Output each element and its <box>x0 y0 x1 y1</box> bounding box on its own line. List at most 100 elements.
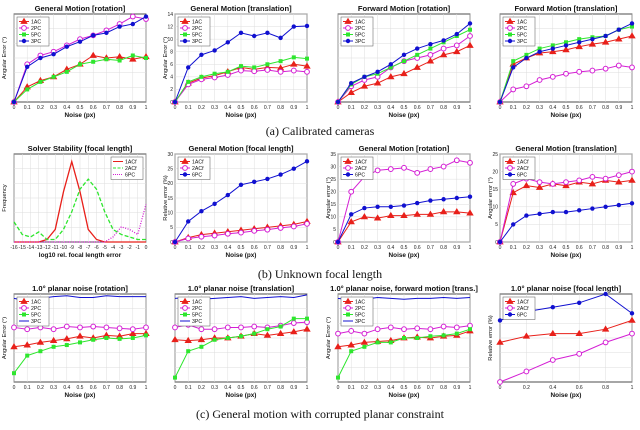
data-point <box>211 326 218 333</box>
x-tick-label: 0.4 <box>63 385 70 391</box>
x-tick-label: 0.9 <box>453 105 460 111</box>
x-axis-label: Noise (px) <box>551 112 582 119</box>
legend-label: 6PC <box>517 172 527 178</box>
x-tick-label: 0 <box>174 245 177 251</box>
data-point <box>238 324 244 331</box>
data-point <box>630 24 634 29</box>
data-point <box>303 62 311 69</box>
data-point <box>144 56 148 60</box>
legend-marker <box>183 312 187 317</box>
data-point <box>497 318 503 323</box>
y-axis-label: Relative error (%) <box>163 175 169 220</box>
x-tick-label: 0.2 <box>198 105 205 111</box>
data-point <box>628 316 636 323</box>
legend-label: 1AC <box>31 19 41 25</box>
y-axis-label: Angular error (°) <box>326 177 332 219</box>
x-tick-label: 1 <box>631 105 634 111</box>
x-tick-label: 0.8 <box>440 385 447 391</box>
x-tick-label: 0.3 <box>536 245 543 251</box>
y-tick-label: 15 <box>167 196 173 202</box>
data-point <box>523 83 530 90</box>
x-axis-label: Noise (px) <box>551 252 582 259</box>
x-tick-label: 0.3 <box>211 245 218 251</box>
legend-label: 5PC <box>31 32 41 38</box>
x-axis-label: Noise (px) <box>65 112 96 119</box>
legend-label: 2ACf <box>192 166 204 172</box>
data-point <box>360 82 369 89</box>
data-point <box>616 202 621 208</box>
data-point <box>277 225 284 231</box>
data-point <box>468 27 472 32</box>
data-point <box>537 211 542 217</box>
x-tick-label: 0.7 <box>264 385 271 391</box>
x-tick-label: 0.9 <box>290 385 297 391</box>
x-tick-label: 0.1 <box>510 245 517 251</box>
data-point <box>589 67 596 74</box>
data-point <box>400 211 408 218</box>
data-point <box>173 375 177 380</box>
data-point <box>25 353 30 358</box>
x-tick-label: 0 <box>174 385 177 391</box>
x-tick-label: 0.5 <box>401 105 408 111</box>
data-point <box>347 218 355 225</box>
y-axis-label: Angular Error (°) <box>163 37 169 79</box>
data-point <box>413 210 421 217</box>
x-tick-label: 1 <box>145 105 148 111</box>
y-tick-label: 0 <box>333 240 336 246</box>
x-tick-label: 0.2 <box>523 385 530 391</box>
data-point <box>467 21 473 26</box>
data-point <box>588 180 597 187</box>
data-point <box>252 65 257 70</box>
data-point <box>361 330 368 337</box>
legend-marker <box>346 312 350 317</box>
x-tick-label: 0 <box>13 105 16 111</box>
data-point <box>199 74 204 79</box>
data-point <box>550 43 555 48</box>
data-point <box>335 330 341 337</box>
x-tick-label: 0.5 <box>238 245 245 251</box>
data-point <box>616 27 621 32</box>
data-point <box>251 227 258 234</box>
y-tick-label: 5 <box>333 227 336 233</box>
data-point <box>440 323 447 330</box>
x-tick-label: 0.6 <box>251 105 258 111</box>
series-3PC <box>497 21 635 105</box>
x-tick-label: -10 <box>60 245 67 251</box>
data-point <box>603 33 608 39</box>
data-point <box>130 336 135 340</box>
series-6PC <box>335 194 473 245</box>
x-tick-label: 0.6 <box>251 245 258 251</box>
data-point <box>76 332 84 339</box>
data-point <box>426 210 435 217</box>
legend-label: 2PC <box>355 26 365 32</box>
data-point <box>388 65 393 70</box>
data-point <box>549 73 556 80</box>
legend-label: 6PC <box>517 312 527 318</box>
data-point <box>629 21 635 26</box>
y-tick-label: 10 <box>167 210 173 216</box>
series-1ACf <box>334 208 474 245</box>
data-point <box>577 300 582 305</box>
x-tick-label: 1 <box>631 385 634 391</box>
data-point <box>375 204 380 209</box>
legend-label: 6PC <box>125 172 135 178</box>
data-point <box>453 42 460 49</box>
data-point <box>537 49 542 54</box>
data-point <box>199 209 204 214</box>
data-point <box>277 68 284 75</box>
x-tick-label: 0.3 <box>211 385 218 391</box>
data-point <box>130 53 135 58</box>
data-point <box>291 24 296 29</box>
x-tick-label: 1 <box>306 245 309 251</box>
x-tick-label: 0.3 <box>536 105 543 111</box>
legend-marker <box>346 32 350 37</box>
data-point <box>453 208 461 215</box>
data-point <box>511 59 516 64</box>
data-point <box>225 192 230 198</box>
x-axis-label: log10 rel. focal length error <box>39 252 122 259</box>
data-point <box>374 167 381 174</box>
data-point <box>224 230 231 237</box>
data-point <box>186 65 191 70</box>
data-point <box>549 181 556 187</box>
x-tick-label: 0.6 <box>576 385 583 391</box>
